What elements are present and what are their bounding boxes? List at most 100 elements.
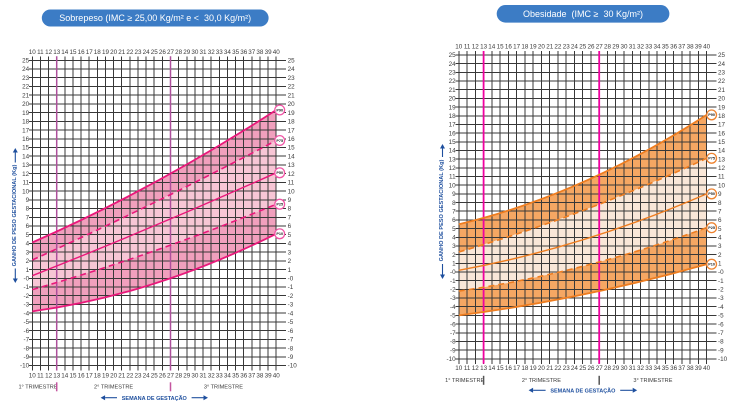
- svg-text:26: 26: [159, 49, 167, 56]
- svg-text:-9: -9: [23, 354, 29, 361]
- svg-text:3: 3: [452, 243, 456, 250]
- svg-text:20: 20: [110, 373, 118, 380]
- svg-text:8: 8: [288, 206, 292, 213]
- svg-text:5: 5: [288, 232, 292, 239]
- svg-text:16: 16: [78, 49, 86, 56]
- svg-text:18: 18: [718, 113, 726, 120]
- svg-text:39: 39: [695, 365, 703, 372]
- svg-text:33: 33: [645, 44, 653, 51]
- svg-text:30: 30: [191, 373, 199, 380]
- svg-text:30: 30: [620, 44, 628, 51]
- svg-text:17: 17: [86, 373, 94, 380]
- svg-text:16: 16: [505, 365, 513, 372]
- svg-text:13: 13: [53, 373, 61, 380]
- svg-text:15: 15: [497, 365, 505, 372]
- svg-text:34: 34: [653, 365, 661, 372]
- svg-text:2: 2: [718, 252, 722, 259]
- svg-text:11: 11: [464, 44, 471, 51]
- svg-text:40: 40: [703, 365, 711, 372]
- svg-text:12: 12: [472, 365, 480, 372]
- svg-text:23: 23: [718, 70, 726, 77]
- svg-text:23: 23: [563, 365, 571, 372]
- svg-text:22: 22: [126, 373, 134, 380]
- svg-text:-9: -9: [450, 347, 456, 354]
- svg-text:-5: -5: [718, 313, 724, 320]
- svg-text:Sobrepeso (IMC ≥ 25,00 Kg/m² e: Sobrepeso (IMC ≥ 25,00 Kg/m² e < 30,0 Kg…: [59, 13, 251, 23]
- svg-text:39: 39: [265, 49, 273, 56]
- svg-text:2° TRIMESTRE: 2° TRIMESTRE: [94, 384, 133, 390]
- svg-text:P50: P50: [276, 171, 283, 175]
- svg-text:20: 20: [718, 96, 726, 103]
- svg-text:39: 39: [265, 373, 273, 380]
- svg-text:19: 19: [102, 49, 110, 56]
- svg-text:35: 35: [232, 49, 240, 56]
- svg-text:-8: -8: [718, 339, 724, 346]
- svg-text:11: 11: [37, 49, 44, 56]
- svg-text:31: 31: [629, 365, 637, 372]
- svg-text:21: 21: [546, 44, 554, 51]
- svg-text:-2: -2: [288, 293, 294, 300]
- svg-text:P25: P25: [708, 226, 715, 230]
- svg-text:-0: -0: [23, 276, 29, 283]
- svg-text:38: 38: [256, 49, 264, 56]
- svg-text:28: 28: [604, 44, 612, 51]
- svg-text:14: 14: [488, 365, 496, 372]
- svg-text:25: 25: [718, 52, 726, 59]
- svg-text:11: 11: [718, 174, 725, 181]
- svg-text:1° TRIMESTRE: 1° TRIMESTRE: [445, 378, 484, 384]
- svg-text:13: 13: [718, 156, 726, 163]
- svg-text:10: 10: [455, 44, 463, 51]
- svg-text:4: 4: [452, 235, 456, 242]
- svg-text:20: 20: [449, 96, 457, 103]
- svg-text:24: 24: [571, 365, 579, 372]
- svg-text:P50: P50: [708, 192, 715, 196]
- svg-text:-7: -7: [718, 330, 724, 337]
- svg-text:19: 19: [718, 104, 726, 111]
- svg-text:22: 22: [449, 78, 457, 85]
- svg-text:34: 34: [224, 49, 232, 56]
- svg-text:37: 37: [678, 365, 686, 372]
- svg-text:29: 29: [612, 44, 620, 51]
- svg-text:27: 27: [167, 49, 175, 56]
- svg-text:13: 13: [480, 44, 488, 51]
- svg-text:-2: -2: [718, 287, 724, 294]
- svg-text:18: 18: [288, 119, 296, 126]
- svg-text:28: 28: [175, 373, 183, 380]
- svg-text:11: 11: [464, 365, 471, 372]
- svg-text:2: 2: [288, 258, 292, 265]
- svg-text:31: 31: [199, 373, 207, 380]
- svg-text:14: 14: [61, 49, 69, 56]
- svg-text:19: 19: [449, 104, 457, 111]
- svg-text:36: 36: [670, 44, 678, 51]
- svg-text:19: 19: [530, 365, 538, 372]
- svg-text:31: 31: [199, 49, 207, 56]
- svg-text:38: 38: [256, 373, 264, 380]
- svg-text:24: 24: [22, 66, 30, 73]
- svg-text:38: 38: [687, 365, 695, 372]
- svg-text:24: 24: [449, 61, 457, 68]
- svg-text:P90: P90: [276, 108, 283, 112]
- svg-text:40: 40: [273, 373, 281, 380]
- svg-text:22: 22: [554, 44, 562, 51]
- svg-text:17: 17: [513, 44, 521, 51]
- svg-text:16: 16: [288, 136, 296, 143]
- svg-text:5: 5: [718, 226, 722, 233]
- svg-text:10: 10: [22, 188, 30, 195]
- svg-text:-1: -1: [718, 278, 724, 285]
- svg-text:-10: -10: [288, 363, 298, 370]
- svg-text:3: 3: [288, 249, 292, 256]
- svg-text:24: 24: [571, 44, 579, 51]
- svg-text:26: 26: [587, 44, 595, 51]
- svg-text:11: 11: [449, 174, 456, 181]
- svg-text:32: 32: [208, 49, 216, 56]
- svg-text:25: 25: [579, 44, 587, 51]
- svg-text:33: 33: [216, 49, 224, 56]
- svg-text:4: 4: [288, 241, 292, 248]
- svg-text:-1: -1: [23, 284, 29, 291]
- svg-text:16: 16: [78, 373, 86, 380]
- svg-text:3: 3: [26, 249, 30, 256]
- svg-text:10: 10: [29, 373, 37, 380]
- svg-text:25: 25: [151, 49, 159, 56]
- svg-text:3: 3: [718, 243, 722, 250]
- svg-text:-1: -1: [288, 284, 294, 291]
